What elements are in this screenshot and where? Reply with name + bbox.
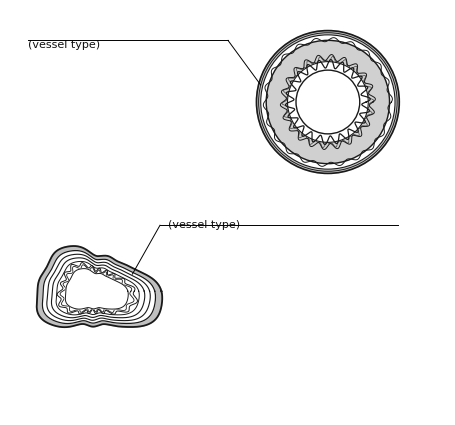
Polygon shape (42, 251, 155, 323)
Circle shape (256, 31, 399, 173)
Text: (vessel type): (vessel type) (168, 220, 240, 230)
Circle shape (287, 62, 368, 142)
Circle shape (266, 40, 389, 164)
Text: (vessel type): (vessel type) (28, 40, 100, 50)
Polygon shape (36, 246, 162, 327)
Circle shape (261, 35, 394, 169)
Circle shape (295, 70, 359, 134)
Polygon shape (65, 269, 128, 309)
